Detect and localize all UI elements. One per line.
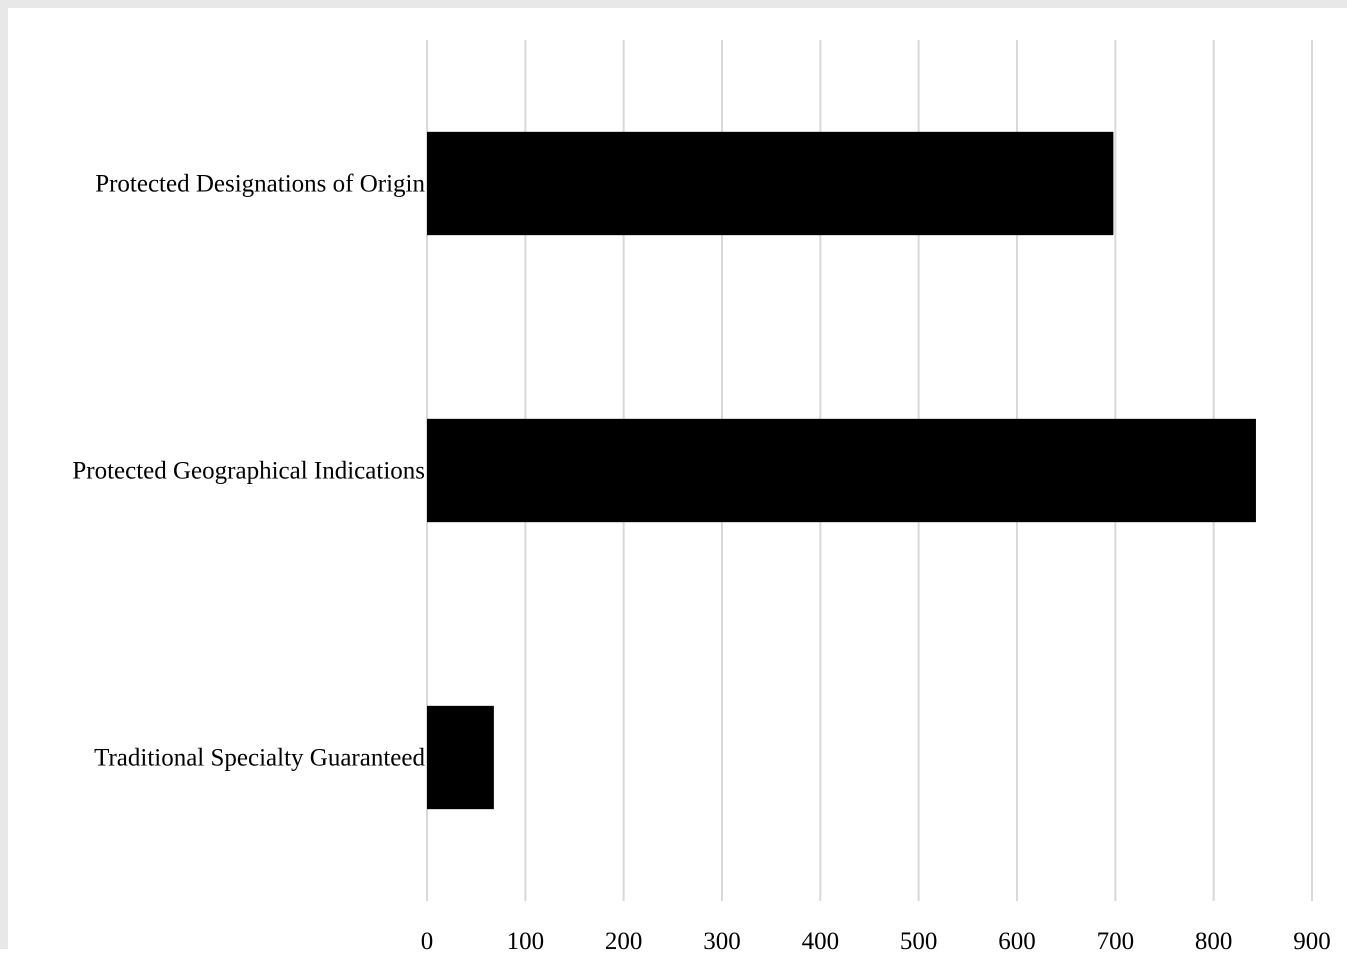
category-label: Traditional Specialty Guaranteed	[94, 745, 425, 772]
x-tick-label: 700	[1097, 928, 1135, 955]
x-tick-label: 100	[507, 928, 545, 955]
category-labels: Protected Designations of Origin Protecte…	[72, 171, 425, 772]
bar	[427, 131, 1114, 236]
bar	[427, 418, 1256, 523]
category-label: Protected Designations of Origin	[95, 171, 425, 198]
x-tick-label: 200	[605, 928, 643, 955]
x-tick-label: 400	[802, 928, 840, 955]
category-label: Protected Geographical Indications	[72, 458, 425, 485]
x-tick-label: 600	[998, 928, 1036, 955]
x-tick-label: 500	[900, 928, 938, 955]
x-tick-label: 0	[421, 928, 434, 955]
x-tick-label: 900	[1293, 928, 1331, 955]
x-axis-tick-labels: 0 100 200 300 400 500 600 700 800 900	[421, 928, 1331, 955]
x-tick-label: 800	[1195, 928, 1233, 955]
bar	[427, 705, 494, 810]
bars	[427, 131, 1256, 810]
x-tick-label: 300	[703, 928, 741, 955]
bar-chart: Protected Designations of Origin Protecte…	[72, 40, 1331, 955]
